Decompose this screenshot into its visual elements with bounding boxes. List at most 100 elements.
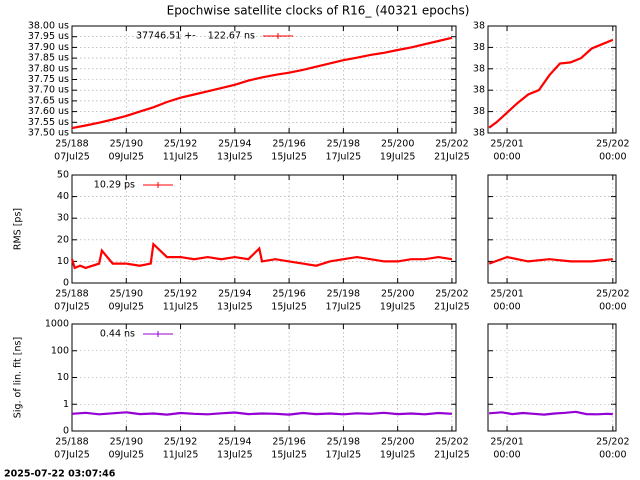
y-tick-label: 10 [57, 372, 69, 383]
x-tick-label: 00:00 [599, 302, 626, 313]
x-tick-label: 25/196 [272, 139, 305, 150]
x-tick-label: 19Jul25 [380, 450, 416, 461]
y-tick-label: 38 [473, 106, 485, 117]
y-tick-label: 10 [57, 256, 69, 267]
x-tick-label: 00:00 [493, 302, 520, 313]
x-tick-label: 09Jul25 [108, 450, 144, 461]
y-tick-label: 37.75 us [28, 74, 69, 85]
chart-title: Epochwise satellite clocks of R16_ (4032… [167, 4, 470, 18]
x-tick-label: 25/192 [164, 139, 197, 150]
timestamp: 2025-07-22 03:07:46 [4, 469, 116, 480]
y-tick-label: 38 [473, 42, 485, 53]
x-tick-label: 25/188 [55, 289, 88, 300]
x-tick-label: 15Jul25 [271, 152, 307, 163]
x-tick-label: 00:00 [493, 152, 520, 163]
x-tick-label: 17Jul25 [326, 450, 362, 461]
legend-label: 0.44 ns [100, 329, 135, 340]
x-tick-label: 25/190 [110, 437, 143, 448]
y-axis-label: Sig. of lin. fit [ns] [13, 337, 24, 418]
x-tick-label: 25/194 [218, 437, 251, 448]
x-tick-label: 09Jul25 [108, 152, 144, 163]
y-tick-label: 38.00 us [28, 21, 69, 32]
y-tick-label: 37.80 us [28, 63, 69, 74]
x-tick-label: 09Jul25 [108, 302, 144, 313]
x-tick-label: 25/202 [596, 139, 629, 150]
x-tick-label: 25/202 [435, 437, 468, 448]
plot-frame [487, 25, 617, 134]
x-tick-label: 17Jul25 [326, 152, 362, 163]
y-tick-label: 37.60 us [28, 106, 69, 117]
x-tick-label: 00:00 [599, 152, 626, 163]
x-tick-label: 25/200 [381, 289, 414, 300]
data-line [488, 255, 613, 265]
y-tick-label: 37.50 us [28, 128, 69, 139]
x-tick-label: 13Jul25 [217, 152, 253, 163]
x-tick-label: 21Jul25 [434, 152, 470, 163]
x-tick-label: 25/198 [327, 139, 360, 150]
y-tick-label: 38 [473, 21, 485, 32]
y-tick-label: 37.90 us [28, 42, 69, 53]
x-tick-label: 25/190 [110, 139, 143, 150]
data-line [488, 38, 614, 129]
plot-frame [487, 323, 617, 432]
legend-label: 37746.51 +- 122.67 ns [136, 31, 255, 42]
x-tick-label: 19Jul25 [380, 302, 416, 313]
x-tick-label: 11Jul25 [163, 450, 199, 461]
plot-frame [71, 323, 457, 432]
y-tick-label: 37.70 us [28, 85, 69, 96]
x-tick-label: 25/188 [55, 139, 88, 150]
y-tick-label: 37.85 us [28, 53, 69, 64]
x-tick-label: 25/196 [272, 289, 305, 300]
x-tick-label: 25/201 [490, 437, 523, 448]
data-line [71, 411, 452, 416]
x-tick-label: 25/194 [218, 139, 251, 150]
x-tick-label: 25/188 [55, 437, 88, 448]
y-tick-label: 20 [57, 234, 69, 245]
plot-frame [71, 174, 457, 284]
y-tick-label: 38 [473, 128, 485, 139]
x-tick-label: 25/202 [435, 139, 468, 150]
y-tick-label: 40 [57, 191, 69, 202]
x-tick-label: 00:00 [493, 450, 520, 461]
data-line [71, 36, 453, 130]
x-tick-label: 11Jul25 [163, 302, 199, 313]
x-tick-label: 25/194 [218, 289, 251, 300]
x-tick-label: 15Jul25 [271, 302, 307, 313]
x-tick-label: 25/192 [164, 289, 197, 300]
x-tick-label: 07Jul25 [54, 152, 90, 163]
y-tick-label: 1000 [45, 319, 69, 330]
y-tick-label: 38 [473, 85, 485, 96]
x-tick-label: 15Jul25 [271, 450, 307, 461]
plot-frame [487, 174, 617, 284]
y-tick-label: 100 [51, 345, 69, 356]
x-tick-label: 21Jul25 [434, 302, 470, 313]
x-tick-label: 25/202 [435, 289, 468, 300]
y-tick-label: 0 [63, 426, 69, 437]
x-tick-label: 25/198 [327, 289, 360, 300]
y-tick-label: 37.55 us [28, 117, 69, 128]
plot-frame [71, 25, 457, 134]
x-tick-label: 25/200 [381, 437, 414, 448]
x-tick-label: 21Jul25 [434, 450, 470, 461]
y-axis-label: RMS [ps] [13, 208, 24, 250]
y-tick-label: 38 [473, 63, 485, 74]
x-tick-label: 13Jul25 [217, 450, 253, 461]
x-tick-label: 25/200 [381, 139, 414, 150]
data-line [70, 241, 453, 270]
legend-label: 10.29 ps [94, 180, 135, 191]
x-tick-label: 25/201 [490, 289, 523, 300]
y-tick-label: 50 [57, 170, 69, 181]
x-tick-label: 25/202 [596, 437, 629, 448]
y-tick-label: 37.95 us [28, 31, 69, 42]
x-tick-label: 25/202 [596, 289, 629, 300]
x-tick-label: 25/192 [164, 437, 197, 448]
y-tick-label: 37.65 us [28, 95, 69, 106]
y-tick-label: 30 [57, 213, 69, 224]
data-line [489, 410, 613, 416]
x-tick-label: 25/198 [327, 437, 360, 448]
x-tick-label: 07Jul25 [54, 450, 90, 461]
x-tick-label: 07Jul25 [54, 302, 90, 313]
x-tick-label: 11Jul25 [163, 152, 199, 163]
x-tick-label: 17Jul25 [326, 302, 362, 313]
